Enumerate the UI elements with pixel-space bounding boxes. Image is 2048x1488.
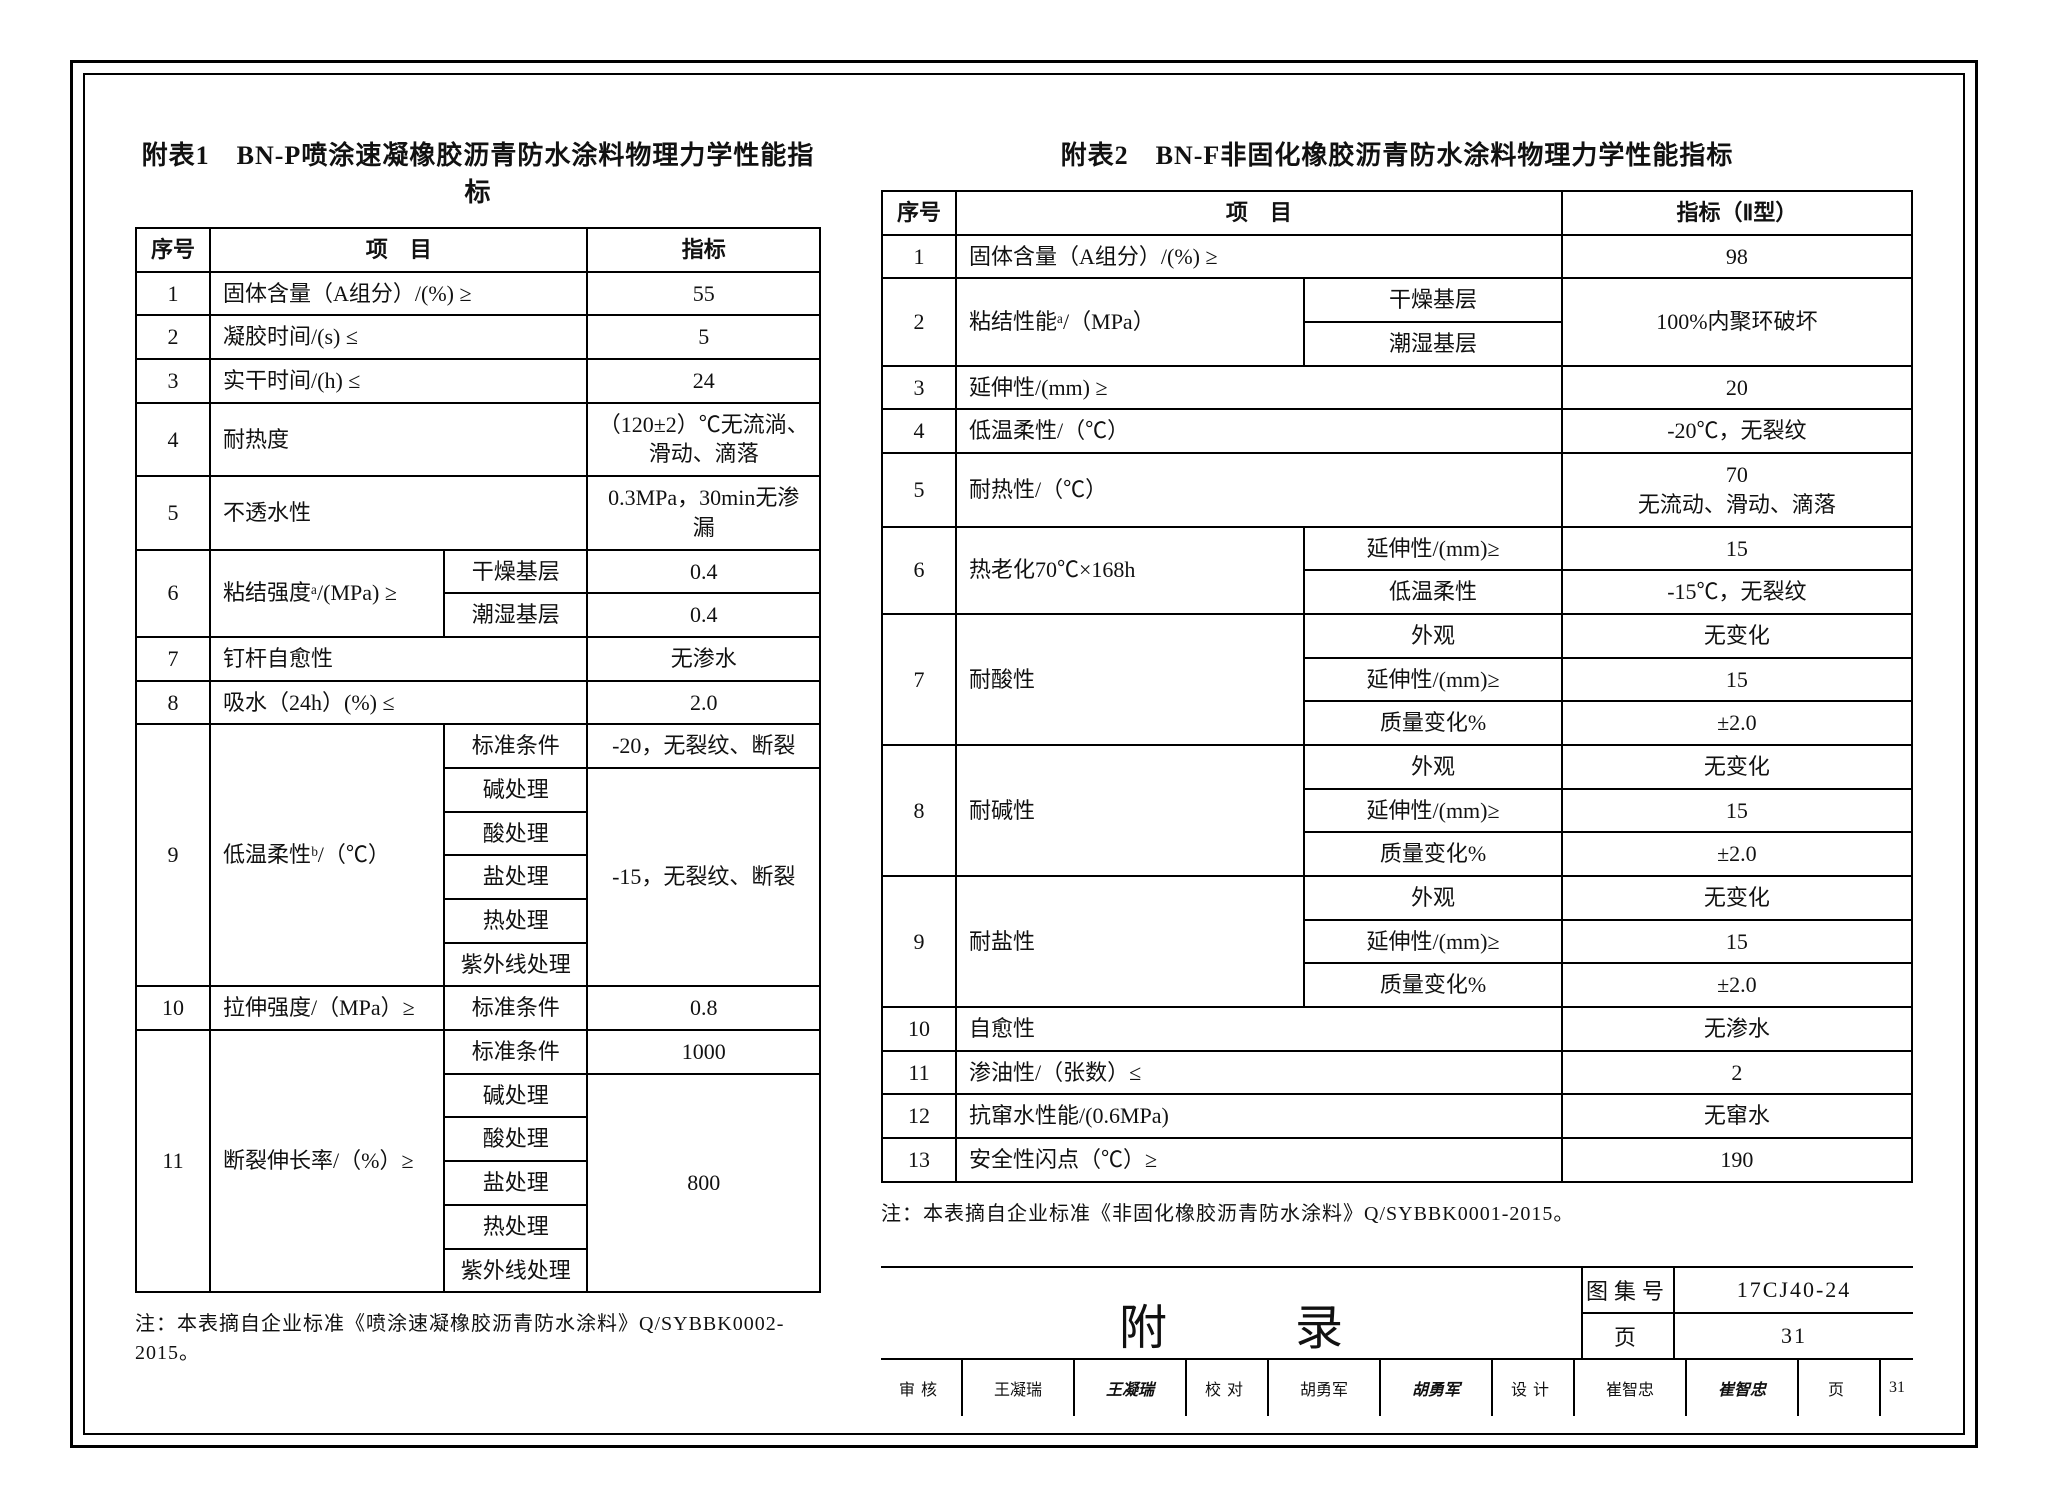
page-number: 31 bbox=[1675, 1314, 1913, 1358]
left-column: 附表1 BN-P喷涂速凝橡胶沥青防水涂料物理力学性能指标 序号项 目指标1固体含… bbox=[135, 135, 821, 1416]
table2-note: 注：本表摘自企业标准《非固化橡胶沥青防水涂料》Q/SYBBK0001-2015。 bbox=[881, 1197, 1913, 1226]
page: 附表1 BN-P喷涂速凝橡胶沥青防水涂料物理力学性能指标 序号项 目指标1固体含… bbox=[0, 0, 2048, 1488]
album-label: 图集号 bbox=[1583, 1268, 1675, 1312]
content-area: 附表1 BN-P喷涂速凝橡胶沥青防水涂料物理力学性能指标 序号项 目指标1固体含… bbox=[135, 135, 1913, 1416]
album-number: 17CJ40-24 bbox=[1675, 1268, 1913, 1312]
sig-sign: 王凝瑞 bbox=[1075, 1360, 1187, 1416]
outer-frame: 附表1 BN-P喷涂速凝橡胶沥青防水涂料物理力学性能指标 序号项 目指标1固体含… bbox=[70, 60, 1978, 1448]
table1-title: 附表1 BN-P喷涂速凝橡胶沥青防水涂料物理力学性能指标 bbox=[135, 135, 821, 209]
sig-sign: 胡勇军 bbox=[1381, 1360, 1493, 1416]
page-label: 页 bbox=[1583, 1314, 1675, 1358]
page-number-2: 31 bbox=[1881, 1360, 1913, 1416]
right-column: 附表2 BN-F非固化橡胶沥青防水涂料物理力学性能指标 序号项 目指标（Ⅱ型）1… bbox=[881, 135, 1913, 1416]
doc-section-title: 附 录 bbox=[881, 1268, 1583, 1358]
table1-note: 注：本表摘自企业标准《喷涂速凝橡胶沥青防水涂料》Q/SYBBK0002-2015… bbox=[135, 1307, 821, 1365]
sig-label: 校对 bbox=[1187, 1360, 1269, 1416]
title-block-right: 图集号 17CJ40-24 页 31 bbox=[1583, 1268, 1913, 1358]
sig-label: 设计 bbox=[1493, 1360, 1575, 1416]
sig-label: 审核 bbox=[881, 1360, 963, 1416]
signature-row: 审核王凝瑞王凝瑞校对胡勇军胡勇军设计崔智忠崔智忠页31 bbox=[881, 1358, 1913, 1416]
table1: 序号项 目指标1固体含量（A组分）/(%) ≥552凝胶时间/(s) ≤53实干… bbox=[135, 227, 821, 1293]
sig-sign: 崔智忠 bbox=[1687, 1360, 1799, 1416]
inner-frame: 附表1 BN-P喷涂速凝橡胶沥青防水涂料物理力学性能指标 序号项 目指标1固体含… bbox=[83, 73, 1965, 1435]
table2-title: 附表2 BN-F非固化橡胶沥青防水涂料物理力学性能指标 bbox=[881, 135, 1913, 172]
table2: 序号项 目指标（Ⅱ型）1固体含量（A组分）/(%) ≥982粘结性能ᵃ/（MPa… bbox=[881, 190, 1913, 1183]
sig-name: 王凝瑞 bbox=[963, 1360, 1075, 1416]
page-label-2: 页 bbox=[1799, 1360, 1881, 1416]
title-block: 附 录 图集号 17CJ40-24 页 31 bbox=[881, 1266, 1913, 1358]
sig-name: 胡勇军 bbox=[1269, 1360, 1381, 1416]
sig-name: 崔智忠 bbox=[1575, 1360, 1687, 1416]
